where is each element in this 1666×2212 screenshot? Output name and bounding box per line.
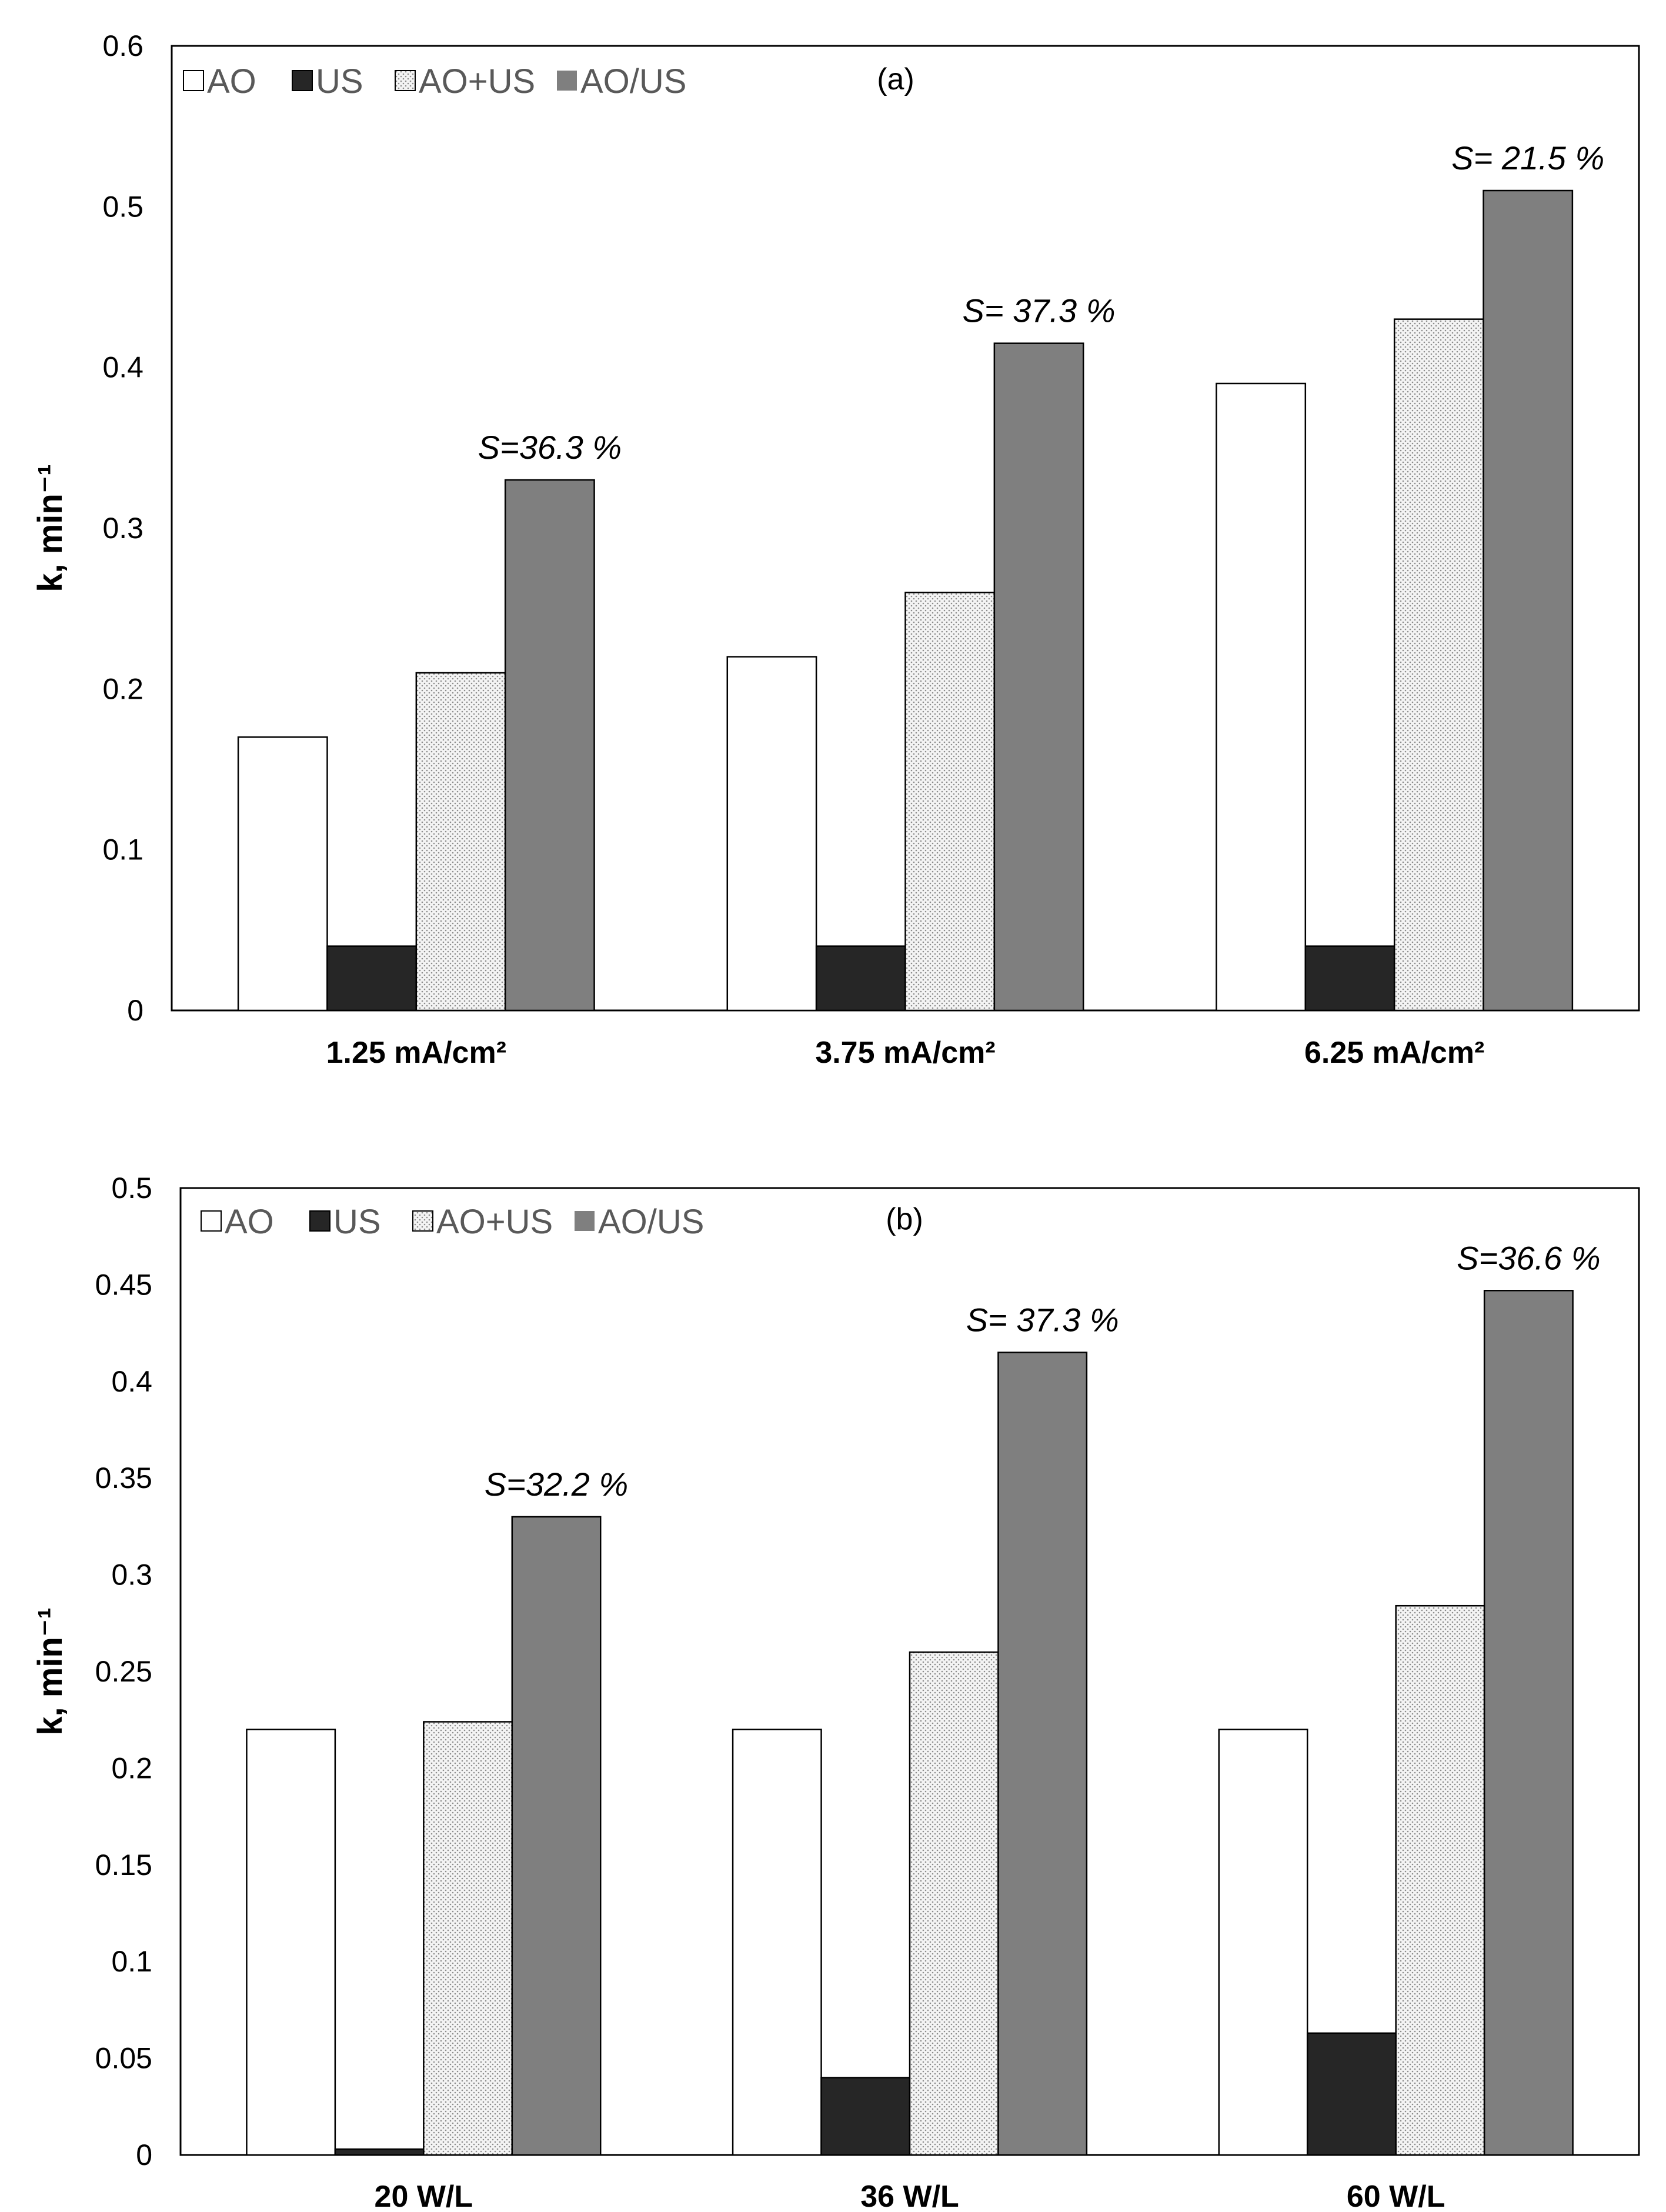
synergy-annotation: S=32.2 % xyxy=(485,1466,628,1503)
bar-ao-us-6-25-ma-cm xyxy=(1393,318,1484,1012)
y-tick-label: 0.2 xyxy=(111,1751,152,1784)
bar-ao-us-3-75-ma-cm xyxy=(993,342,1084,1012)
y-tick-label: 0.05 xyxy=(95,2042,152,2075)
bar-ao-60-w-l xyxy=(1218,1729,1308,2156)
legend-label-ao: AO xyxy=(225,1203,274,1241)
y-tick-label: 0.35 xyxy=(95,1462,152,1494)
bar-ao-1-25-ma-cm xyxy=(237,736,328,1012)
bar-ao-us-20-w-l xyxy=(423,1721,513,2156)
bar-ao-3-75-ma-cm xyxy=(726,656,817,1012)
bar-ao-us-20-w-l xyxy=(511,1516,602,2156)
x-category-label: 6.25 mA/cm² xyxy=(1304,1036,1484,1070)
y-tick-label: 0 xyxy=(136,2138,152,2171)
y-tick-label: 0.3 xyxy=(111,1559,152,1592)
legend-swatch-ao-us xyxy=(557,71,577,91)
bar-ao-us-60-w-l xyxy=(1483,1290,1574,2156)
chart-panel-a: 0 0.1 0.2 0.3 0.4 0.5 0.6 k, min⁻¹ S=36.3 % 1.25 … xyxy=(31,29,1640,1070)
bar-us-6-25-ma-cm xyxy=(1304,945,1395,1012)
bar-us-60-w-l xyxy=(1306,2032,1397,2156)
bar-ao-us-36-w-l xyxy=(997,1352,1088,2156)
bar-ao-us-3-75-ma-cm xyxy=(904,592,996,1012)
legend: AO US AO+US AO/US xyxy=(201,1203,705,1241)
synergy-annotation: S=36.6 % xyxy=(1457,1239,1600,1276)
y-axis-label: k, min⁻¹ xyxy=(31,1607,69,1736)
bar-ao-36-w-l xyxy=(732,1729,822,2156)
chart-panel-b: 0 0.05 0.1 0.15 0.2 0.25 0.3 0.35 0.4 0.45 0.5 k, m… xyxy=(31,1172,1640,2212)
legend-label-us: US xyxy=(316,62,363,101)
y-tick-label: 0.4 xyxy=(102,351,143,384)
legend-swatch-ao-us xyxy=(575,1211,595,1231)
synergy-annotation: S=36.3 % xyxy=(478,429,622,466)
synergy-annotation: S= 37.3 % xyxy=(966,1301,1119,1338)
bar-ao-us-1-25-ma-cm xyxy=(504,479,595,1012)
legend-label-ao-us: AO+US xyxy=(419,62,535,101)
bar-us-1-25-ma-cm xyxy=(326,945,418,1012)
bar-us-20-w-l xyxy=(334,2148,425,2156)
legend-label-us: US xyxy=(333,1203,381,1241)
y-tick-label: 0 xyxy=(127,994,143,1027)
y-tick-label: 0.45 xyxy=(95,1268,152,1301)
y-tick-label: 0.3 xyxy=(102,512,143,545)
x-category-label: 20 W/L xyxy=(375,2180,473,2212)
y-tick-label: 0.15 xyxy=(95,1849,152,1881)
y-tick-label: 0.4 xyxy=(111,1365,152,1398)
x-category-label: 60 W/L xyxy=(1347,2180,1445,2212)
legend-swatch-ao xyxy=(183,70,204,91)
y-tick-label: 0.1 xyxy=(102,833,143,866)
legend-swatch-ao-us xyxy=(412,1210,433,1232)
legend: AO US AO+US AO/US xyxy=(183,62,687,101)
bar-us-3-75-ma-cm xyxy=(815,945,906,1012)
y-tick-label: 0.1 xyxy=(111,1945,152,1978)
legend-label-ao-us: AO/US xyxy=(598,1203,705,1241)
legend-label-ao-us: AO+US xyxy=(436,1203,553,1241)
bar-ao-us-6-25-ma-cm xyxy=(1483,189,1574,1012)
legend-swatch-ao-us xyxy=(395,70,416,91)
y-axis-label: k, min⁻¹ xyxy=(31,464,69,592)
y-tick-label: 0.6 xyxy=(102,29,143,62)
legend-label-ao: AO xyxy=(207,62,256,101)
synergy-annotation: S= 37.3 % xyxy=(963,292,1116,329)
x-category-label: 36 W/L xyxy=(860,2180,959,2212)
x-category-label: 3.75 mA/cm² xyxy=(815,1036,995,1070)
y-tick-label: 0.2 xyxy=(102,672,143,705)
y-tick-label: 0.5 xyxy=(111,1172,152,1205)
legend-swatch-ao xyxy=(201,1210,222,1232)
panel-label: (b) xyxy=(886,1202,923,1236)
legend-swatch-us xyxy=(309,1210,330,1232)
bar-ao-us-36-w-l xyxy=(909,1651,999,2156)
panel-label: (a) xyxy=(877,62,914,96)
bar-us-36-w-l xyxy=(820,2077,911,2156)
bar-ao-20-w-l xyxy=(246,1729,336,2156)
x-category-label: 1.25 mA/cm² xyxy=(326,1036,506,1070)
bar-ao-us-1-25-ma-cm xyxy=(415,672,506,1012)
legend-swatch-us xyxy=(292,70,313,91)
y-tick-label: 0.5 xyxy=(102,190,143,223)
bar-ao-us-60-w-l xyxy=(1395,1604,1485,2156)
legend-label-ao-us: AO/US xyxy=(580,62,687,101)
synergy-annotation: S= 21.5 % xyxy=(1451,139,1604,176)
bar-ao-6-25-ma-cm xyxy=(1216,382,1307,1012)
y-tick-label: 0.25 xyxy=(95,1655,152,1688)
